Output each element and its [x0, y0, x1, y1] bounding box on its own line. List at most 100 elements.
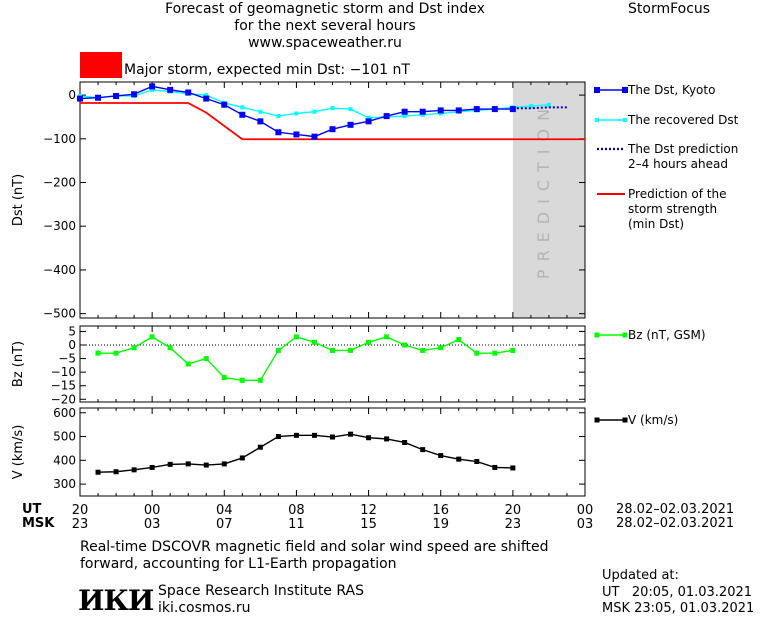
recovered-dst-point — [420, 112, 425, 117]
kyoto-dst-point — [167, 86, 174, 93]
legend-recovered-label: The recovered Dst — [628, 113, 739, 127]
recovered-dst-point — [366, 115, 371, 120]
v-point — [203, 462, 209, 468]
dst-ytick-label: −200 — [43, 176, 76, 190]
footnote-line-1: Real-time DSCOVR magnetic field and sola… — [80, 539, 549, 555]
bz-point — [149, 334, 155, 340]
v-line — [98, 433, 513, 473]
legend-strength-label-2: storm strength — [628, 202, 718, 216]
legend-strength-label-3: (min Dst) — [628, 217, 685, 231]
ut-tick-label: 16 — [432, 503, 449, 518]
kyoto-dst-point — [455, 107, 462, 114]
bz-point — [330, 347, 335, 353]
dst-axis-label: Dst (nT) — [11, 174, 26, 226]
v-point — [239, 455, 245, 461]
kyoto-dst-point — [365, 118, 372, 125]
kyoto-dst-point — [149, 83, 156, 90]
bz-point — [348, 347, 354, 353]
msk-tick-label: 23 — [505, 517, 522, 532]
updated-label: Updated at: — [602, 568, 679, 583]
kyoto-dst-point — [113, 92, 120, 99]
v-point — [420, 447, 426, 453]
strength-prediction-line — [80, 102, 585, 141]
recovered-dst-point — [240, 105, 245, 110]
v-ytick-label: 600 — [53, 406, 76, 420]
institute-name: Space Research Institute RAS — [158, 583, 364, 599]
bz-point — [366, 339, 372, 345]
v-ytick-label: 300 — [53, 477, 76, 491]
bz-ytick-label: −15 — [51, 379, 76, 393]
dst-ytick-label: −300 — [43, 219, 76, 233]
footnote-line-2: forward, accounting for L1-Earth propaga… — [80, 556, 397, 572]
bz-point — [456, 337, 462, 343]
kyoto-dst-point — [347, 121, 354, 128]
bz-point — [420, 347, 426, 353]
chart-title-url[interactable]: www.spaceweather.ru — [248, 35, 402, 51]
v-ytick-label: 500 — [53, 430, 76, 444]
v-point — [474, 459, 480, 465]
kyoto-dst-point — [239, 111, 246, 118]
storm-alert-text: Major storm, expected min Dst: −101 nT — [124, 62, 410, 78]
v-point — [95, 469, 101, 475]
bz-point — [402, 342, 408, 348]
recovered-dst-point — [312, 109, 317, 114]
v-ytick-label: 400 — [53, 453, 76, 467]
recovered-dst-point — [528, 104, 533, 109]
bz-ytick-label: −5 — [58, 352, 76, 366]
updated-ut: UT 20:05, 01.03.2021 — [602, 585, 753, 600]
v-point — [113, 469, 119, 475]
kyoto-dst-point — [401, 108, 408, 115]
bz-line — [98, 336, 513, 381]
kyoto-dst-point — [473, 106, 480, 113]
v-point — [510, 465, 516, 471]
legend-dst-symbol-marker-left — [594, 87, 600, 93]
dst-ytick-label: −500 — [43, 307, 76, 321]
v-point — [293, 432, 299, 438]
ut-tick-label: 20 — [505, 503, 522, 518]
ut-axis-label: UT — [22, 502, 42, 517]
bz-point — [257, 377, 263, 383]
v-point — [438, 453, 444, 459]
legend-dst-label: The Dst, Kyoto — [628, 83, 716, 97]
ut-tick-label: 00 — [144, 503, 161, 518]
bz-point — [275, 347, 281, 353]
bz-ytick-label: −20 — [51, 392, 76, 406]
recovered-dst-point — [348, 107, 353, 112]
recovered-dst-point — [204, 93, 209, 98]
kyoto-dst-point — [185, 89, 192, 96]
ut-date-range: 28.02–02.03.2021 — [616, 502, 735, 517]
ut-tick-label: 20 — [72, 503, 89, 518]
bz-point — [185, 361, 191, 367]
recovered-dst-point — [276, 114, 281, 119]
recovered-dst-point — [546, 102, 551, 107]
recovered-dst-point — [258, 109, 263, 114]
v-plot-frame — [79, 407, 586, 497]
legend-bz-symbol-marker-right — [622, 332, 628, 338]
dst-ytick-label: −100 — [43, 132, 76, 146]
bz-ytick-label: 0 — [68, 338, 76, 352]
msk-tick-label: 03 — [577, 517, 594, 532]
dst-ytick-label: −400 — [43, 263, 76, 277]
kyoto-dst-point — [383, 113, 390, 120]
msk-axis-label: MSK — [22, 516, 55, 531]
kyoto-dst-point — [293, 131, 300, 138]
v-axis-label: V (km/s) — [11, 425, 26, 480]
legend-strength-label-1: Prediction of the — [628, 187, 727, 201]
brand-label: StormFocus — [628, 1, 711, 17]
chart-title-line-1: Forecast of geomagnetic storm and Dst in… — [165, 1, 485, 17]
msk-tick-label: 03 — [144, 517, 161, 532]
bz-axis-label: Bz (nT) — [11, 341, 26, 387]
legend-bz-symbol-marker-left — [594, 332, 600, 338]
ut-tick-label: 12 — [360, 503, 377, 518]
bz-point — [510, 347, 516, 353]
v-point — [348, 431, 354, 437]
kyoto-dst-point — [203, 95, 210, 102]
recovered-dst-point — [438, 111, 443, 116]
msk-tick-label: 23 — [72, 517, 89, 532]
v-point — [257, 444, 263, 450]
storm-alert-swatch — [80, 52, 122, 78]
institute-url[interactable]: iki.cosmos.ru — [158, 600, 251, 616]
bz-point — [167, 345, 173, 351]
kyoto-dst-point — [95, 94, 102, 101]
